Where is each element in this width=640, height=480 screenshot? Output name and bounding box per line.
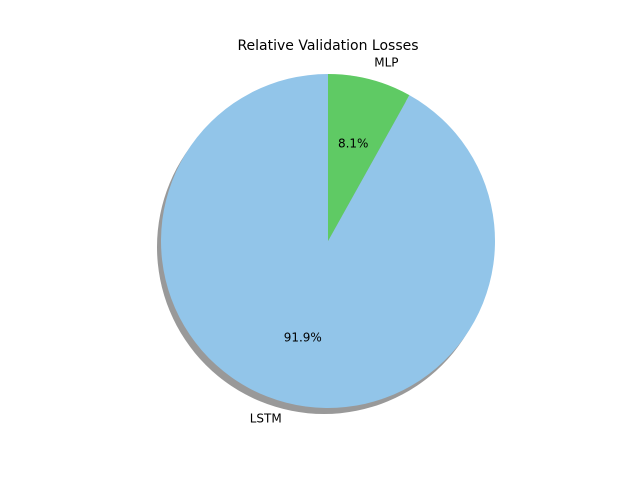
pie-slice-mlp [328, 74, 410, 241]
slice-label-mlp: MLP [374, 56, 398, 70]
slice-percent-mlp: 8.1% [338, 137, 369, 151]
pie-slice-layer [160, 74, 496, 409]
pie-label-layer: LSTM 91.9% MLP 8.1% [250, 56, 399, 426]
pie-slice-lstm [160, 74, 496, 409]
slice-percent-lstm: 91.9% [284, 330, 322, 344]
chart-title: Relative Validation Losses [237, 38, 418, 54]
slice-label-lstm: LSTM [250, 411, 282, 425]
